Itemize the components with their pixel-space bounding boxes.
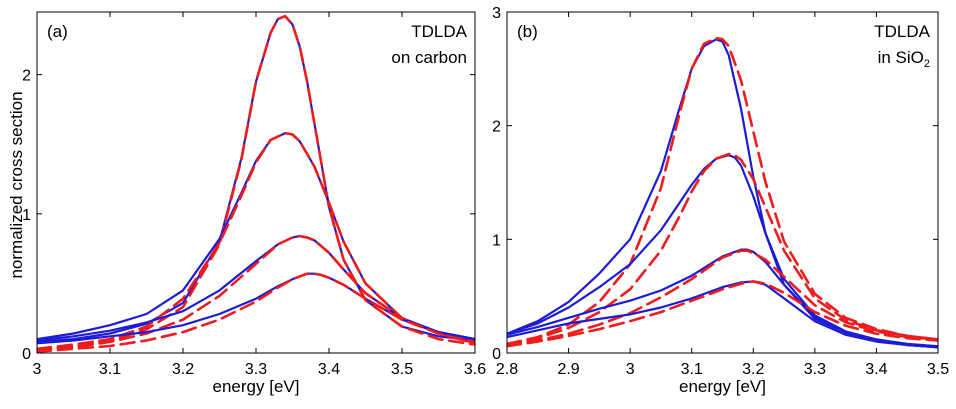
annotation-line-2: on carbon (391, 48, 467, 67)
x-tick-label: 3.6 (464, 361, 486, 378)
x-tick-label: 3.2 (742, 361, 764, 378)
solid-series-line (507, 280, 938, 349)
dashed-series-line (507, 36, 938, 346)
series-group (507, 36, 938, 349)
plot-frame (506, 11, 939, 354)
x-tick-label: 2.8 (496, 361, 518, 378)
panel-label: (a) (47, 22, 68, 41)
x-tick-label: 3.4 (865, 361, 887, 378)
series-group (37, 14, 475, 353)
y-tick-label: 1 (492, 232, 501, 249)
solid-series-line (507, 38, 938, 349)
x-tick-label: 3.5 (927, 361, 949, 378)
x-tick-label: 2.9 (557, 361, 579, 378)
solid-series-line (37, 132, 475, 341)
y-axis-label: normalized cross section (7, 91, 26, 278)
annotation-line-1: TDLDA (874, 22, 930, 41)
x-tick-label: 3 (626, 361, 635, 378)
dashed-series-line (37, 234, 475, 352)
x-axis-label: energy [eV] (679, 377, 766, 396)
x-tick-label: 3.4 (318, 361, 340, 378)
annotation-line-2: in SiO2 (878, 48, 930, 70)
x-tick-label: 3.2 (172, 361, 194, 378)
dashed-series-line (37, 131, 475, 351)
solid-series-line (37, 235, 475, 342)
y-tick-label: 0 (492, 346, 501, 363)
x-tick-label: 3 (33, 361, 42, 378)
annotation-line-1: TDLDA (411, 22, 467, 41)
dashed-series-line (507, 249, 938, 347)
x-tick-label: 3.3 (804, 361, 826, 378)
dashed-series-line (507, 280, 938, 348)
dashed-series-line (37, 14, 475, 352)
x-tick-label: 3.1 (99, 361, 121, 378)
x-tick-label: 3.5 (391, 361, 413, 378)
panel-a: 3 3.1 3.2 3.3 3.4 3.5 3.6 0 1 2 energy [eV] (a) TDLD… (22, 11, 486, 396)
x-tick-label: 3.3 (245, 361, 267, 378)
panel-label: (b) (517, 22, 538, 41)
dashed-series-line (507, 152, 938, 346)
x-tick-label: 3.1 (681, 361, 703, 378)
panel-b: 2.8 2.9 3 3.1 3.2 3.3 3.4 3.5 0 1 2 3 energy [eV] (b)… (492, 5, 949, 396)
y-tick-label: 2 (22, 68, 31, 85)
dashed-series-line (37, 272, 475, 353)
y-tick-label: 3 (492, 5, 501, 22)
x-axis-label: energy [eV] (213, 377, 300, 396)
y-tick-label: 1 (22, 207, 31, 224)
panels: 3 3.1 3.2 3.3 3.4 3.5 3.6 0 1 2 energy [eV] (a) TDLD… (22, 5, 949, 396)
y-tick-label: 2 (492, 119, 501, 136)
y-tick-label: 0 (22, 346, 31, 363)
